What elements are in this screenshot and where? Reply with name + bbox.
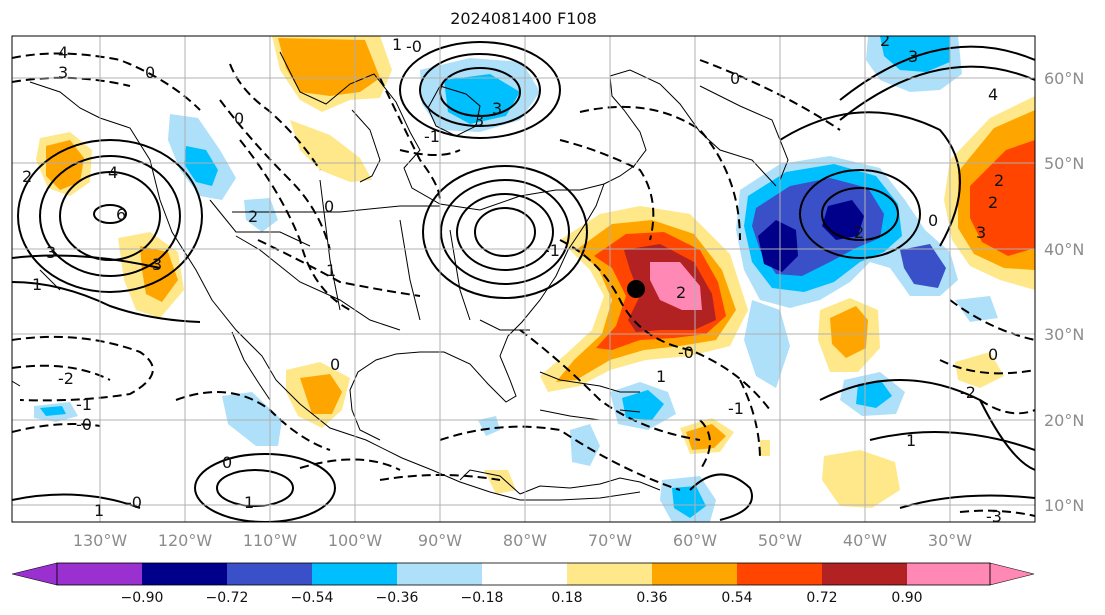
contour-label: -2 [58,369,74,388]
contour-label: 6 [116,205,126,224]
contour-label: 0 [324,197,334,216]
colorbar-segment [482,563,567,585]
contour-label: 2 [994,171,1004,190]
colorbar-tick-label: 0.90 [891,590,922,606]
map-title: 2024081400 F108 [450,9,597,28]
contour-label: -1 [76,395,92,414]
contour-label: 1 [392,35,402,54]
colorbar-segment [737,563,822,585]
contour-label: -1 [424,127,440,146]
colorbar-tick-label: 0.72 [806,590,837,606]
colorbar-tick-label: 0.18 [551,590,582,606]
lat-label: 20°N [1044,411,1084,430]
colorbar-tick-label: −0.18 [461,590,504,606]
gridlines [12,36,1035,522]
lon-label: 50°W [758,531,802,550]
map-panel: 4 3 3 0 2 4 6 3 1 0 2 -1 3 -0 1 0 1 0 -2… [12,31,1035,526]
colorbar-tick-label: −0.54 [291,590,334,606]
colorbar-segment [907,563,990,585]
contour-label: 3 [474,111,484,130]
lat-label: 50°N [1044,154,1084,173]
contour-label: 2 [248,207,258,226]
contour-label: -1 [544,241,560,260]
colorbar-segment [57,563,142,585]
contour-label: 3 [152,255,162,274]
colorbar-segment [397,563,482,585]
contour-label: 2 [676,283,686,302]
lon-label: 90°W [418,531,462,550]
contour-label: 3 [908,47,918,66]
contour-label: 2 [854,223,864,242]
contour-label: -0 [76,415,92,434]
lon-label: 40°W [843,531,887,550]
contours [12,41,1035,522]
lon-label: 60°W [673,531,717,550]
lon-label: 130°W [73,531,128,550]
longitude-labels: 130°W 120°W 110°W 100°W 90°W 80°W 70°W 6… [73,531,972,550]
contour-label: 1 [244,493,254,512]
contour-label: -0 [406,37,422,56]
lat-label: 10°N [1044,496,1084,515]
contour-label: 0 [330,355,340,374]
colorbar-segment [11,562,58,586]
colorbar-segment [567,563,652,585]
contour-label: 4 [988,85,998,104]
colorbar-tick-label: 0.36 [636,590,667,606]
colorbar-segment [822,563,907,585]
contour-label: 0 [234,109,244,128]
contour-label: 4 [58,43,68,62]
lon-label: 110°W [243,531,298,550]
contour-label: 0 [145,63,155,82]
contour-label: 0 [988,345,998,364]
contour-label: 3 [46,243,56,262]
contour-label: 1 [656,367,666,386]
colorbar-segment [989,562,1035,586]
contour-label: 1 [326,261,336,280]
contour-label: 1 [94,501,104,520]
colorbar-tick-label: 0.54 [721,590,752,606]
colorbar-frame [56,562,991,586]
contour-label: 2 [22,167,32,186]
coastlines [12,51,789,501]
colorbar-segment [227,563,312,585]
colorbar-tick-label: −0.72 [206,590,249,606]
lon-label: 100°W [328,531,383,550]
colorbar-segment [652,563,737,585]
colorbar: −0.90 −0.72 −0.54 −0.36 −0.18 0.18 0.36 … [11,562,1035,606]
colorbar-tick-label: −0.90 [121,590,164,606]
contour-label: 3 [58,63,68,82]
lat-label: 60°N [1044,69,1084,88]
latitude-labels: 60°N 50°N 40°N 30°N 20°N 10°N [1044,69,1084,515]
contours-dashed [12,52,1035,517]
contour-label: 2 [988,193,998,212]
contour-label: -3 [986,507,1002,526]
contour-label: -0 [126,493,142,512]
lon-label: 70°W [588,531,632,550]
lat-label: 30°N [1044,325,1084,344]
map-frame [11,35,1036,523]
contour-labels: 4 3 3 0 2 4 6 3 1 0 2 -1 3 -0 1 0 1 0 -2… [22,31,1004,526]
contour-label: -0 [678,343,694,362]
lon-label: 120°W [158,531,213,550]
anomaly-fills [34,36,1035,522]
contour-label: 2 [880,31,890,50]
contour-label: 1 [906,431,916,450]
colorbar-segment [142,563,227,585]
lon-label: 80°W [503,531,547,550]
lat-label: 40°N [1044,240,1084,259]
contour-label: 3 [492,99,502,118]
contour-label: 3 [976,223,986,242]
contour-label: -2 [960,383,976,402]
colorbar-segment [312,563,397,585]
contour-label: 4 [108,163,118,182]
contour-label: 0 [928,211,938,230]
colorbar-tick-label: −0.36 [376,590,419,606]
contour-label: -1 [728,399,744,418]
contour-label: 1 [32,275,42,294]
contour-label: 0 [222,453,232,472]
storm-position-marker [627,280,645,298]
contour-label: 0 [730,69,740,88]
lon-label: 30°W [928,531,972,550]
